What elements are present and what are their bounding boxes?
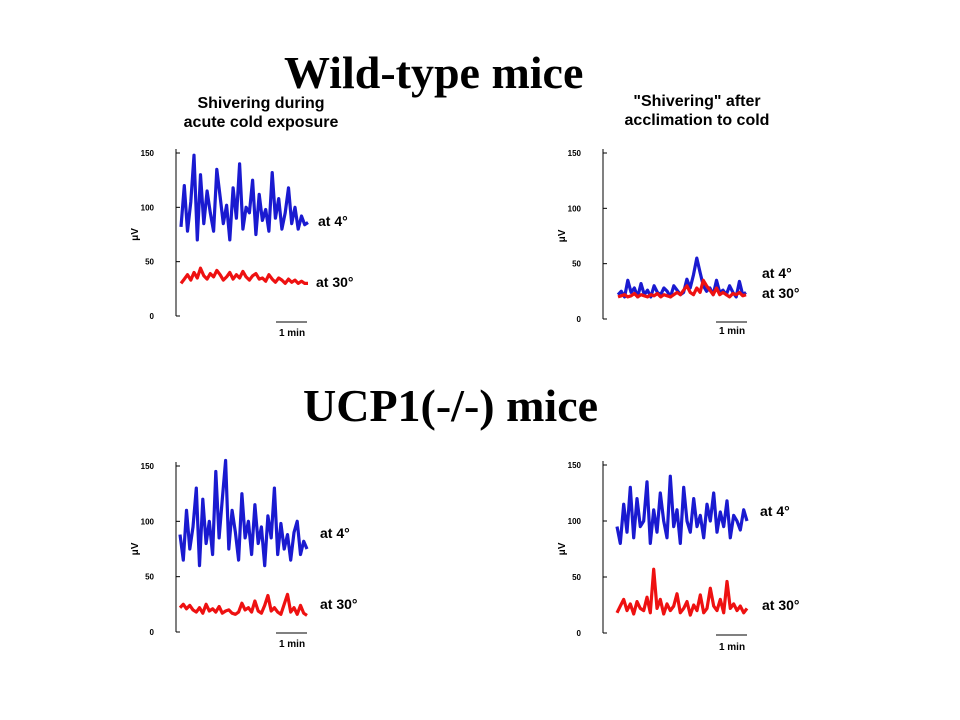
chart-ucp1-acclimated: 150 100 50 0 μV at 4° at 30° 1 min (557, 461, 800, 653)
trace-at-4 (179, 153, 309, 242)
y-tick-label: 100 (568, 204, 582, 213)
y-tick-label: 150 (568, 149, 582, 158)
y-tick-label: 50 (145, 258, 154, 267)
chart-title-line: Shivering during (197, 95, 324, 112)
trace-at-30 (178, 592, 308, 617)
y-tick-label: 50 (145, 573, 154, 582)
label-at-4: at 4° (320, 525, 350, 541)
y-tick-label: 0 (150, 628, 155, 637)
y-tick-label: 100 (141, 203, 155, 212)
chart-wt-acute-cold: Shivering during acute cold exposure 150 10… (130, 95, 354, 339)
y-axis-label: μV (130, 542, 141, 555)
chart-title-line: acute cold exposure (184, 114, 339, 131)
trace-at-30 (179, 266, 308, 285)
trace-at-4 (178, 458, 309, 568)
y-axis-label: μV (557, 229, 568, 242)
y-tick-label: 0 (577, 629, 582, 638)
trace-at-30 (615, 567, 749, 617)
trace-at-4 (615, 474, 749, 546)
label-at-30: at 30° (762, 285, 800, 301)
y-tick-label: 150 (141, 462, 155, 471)
y-tick-label: 150 (568, 461, 582, 470)
chart-wt-acclimated: "Shivering" after acclimation to cold 150 1… (557, 93, 800, 337)
chart-title-line: acclimation to cold (625, 112, 770, 129)
time-scale-label: 1 min (279, 328, 305, 339)
label-at-4: at 4° (760, 503, 790, 519)
y-tick-label: 0 (150, 312, 155, 321)
time-scale-label: 1 min (279, 639, 305, 650)
trace-at-30 (617, 278, 747, 299)
label-at-4: at 4° (762, 265, 792, 281)
label-at-4: at 4° (318, 213, 348, 229)
y-axis-label: μV (557, 542, 568, 555)
label-at-30: at 30° (762, 597, 800, 613)
y-tick-label: 50 (572, 260, 581, 269)
label-at-30: at 30° (320, 596, 358, 612)
time-scale-label: 1 min (719, 642, 745, 653)
y-tick-label: 100 (568, 517, 582, 526)
y-tick-label: 0 (577, 315, 582, 324)
chart-ucp1-acute-cold: 150 100 50 0 μV at 4° at 30° 1 min (130, 458, 358, 650)
y-tick-label: 150 (141, 149, 155, 158)
heading-wild-type: Wild-type mice (284, 47, 584, 98)
y-tick-label: 100 (141, 517, 155, 526)
chart-title-line: "Shivering" after (633, 93, 760, 110)
y-tick-label: 50 (572, 573, 581, 582)
heading-ucp1-knockout: UCP1(-/-) mice (303, 380, 599, 431)
time-scale-label: 1 min (719, 326, 745, 337)
label-at-30: at 30° (316, 274, 354, 290)
y-axis-label: μV (130, 228, 141, 241)
